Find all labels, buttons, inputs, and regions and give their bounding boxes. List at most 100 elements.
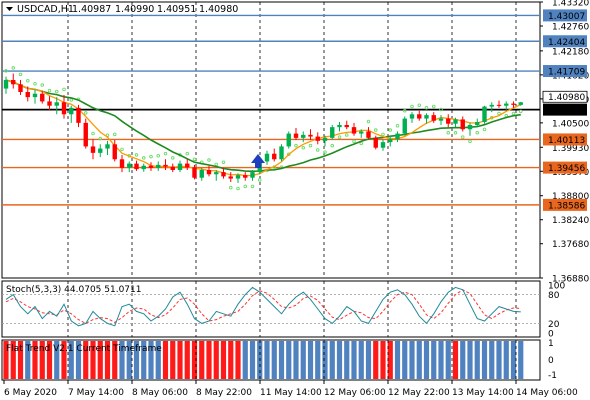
stochastic-tick-label: 80 (548, 291, 560, 301)
trend-bar (90, 341, 96, 379)
candle-body (337, 125, 342, 128)
sar-dot (149, 154, 153, 159)
trend-bar (54, 341, 60, 379)
candle-body (98, 148, 103, 153)
sar-dot (236, 186, 240, 191)
sar-dot (294, 143, 298, 148)
trend-bar (481, 341, 488, 379)
trend-bar (177, 341, 183, 379)
trend-bar (10, 341, 16, 379)
candle-body (47, 101, 52, 106)
sar-dot (395, 124, 400, 128)
sar-dot (482, 127, 487, 132)
sar-dot (11, 66, 15, 70)
trend-bar (431, 341, 437, 379)
stochastic-grid (2, 281, 540, 337)
price-tick-label: 1.36880 (552, 275, 589, 285)
time-tick-label: 6 May 2020 (4, 388, 57, 398)
parabolic-sar (4, 66, 523, 191)
trend-bar (148, 341, 154, 379)
sar-dot (83, 111, 88, 115)
stochastic-signal-line (5, 289, 521, 324)
level-price-tag (543, 35, 587, 48)
candle-body (373, 137, 378, 148)
sar-dot (432, 104, 436, 109)
candlesticks (3, 73, 523, 183)
trend-bar (278, 341, 285, 379)
sar-dot (163, 151, 168, 156)
candle-body (511, 103, 516, 105)
sar-dot (192, 157, 197, 161)
candle-body (119, 159, 125, 168)
sar-dot (323, 150, 327, 154)
candle-body (192, 167, 197, 178)
candle-body (322, 137, 328, 141)
trend-bar (133, 341, 140, 379)
sar-dot (243, 184, 247, 189)
sar-dot (446, 131, 451, 135)
sar-dot (497, 111, 501, 116)
candle-body (127, 163, 132, 168)
candle-body (482, 106, 487, 122)
candle-body (380, 142, 386, 148)
trend-tick-label: 1 (548, 339, 554, 349)
candle-body (3, 80, 9, 89)
candle-body (40, 93, 45, 102)
sar-dot (112, 132, 117, 137)
trend-bar (351, 341, 357, 379)
trend-bar (409, 341, 415, 379)
sar-dot (170, 156, 175, 160)
trend-bar (155, 341, 161, 379)
trend-bar (489, 341, 495, 379)
time-tick-label: 8 May 06:00 (132, 388, 188, 398)
trend-bar (300, 341, 306, 379)
trend-label: Flat Trend V2.1 Current Timeframe (6, 344, 162, 354)
trend-bar (307, 341, 314, 379)
trend-bar (184, 341, 190, 379)
horizontal-lines (2, 14, 540, 206)
trend-bar (373, 341, 379, 379)
trend-bar (264, 341, 270, 379)
sar-dot (207, 158, 211, 162)
trend-bar (423, 341, 430, 379)
trend-bar (25, 341, 31, 379)
trend-bar (97, 341, 103, 379)
candle-body (105, 144, 110, 149)
trend-bar (191, 341, 198, 379)
trend-bar (510, 341, 517, 379)
candle-body (417, 114, 422, 119)
time-tick-label: 13 May 14:00 (452, 388, 514, 398)
candle-body (148, 165, 154, 168)
price-tick-label: 1.37680 (552, 240, 589, 250)
stochastic-tick-label: 100 (548, 282, 565, 292)
sar-dot (214, 162, 218, 167)
trend-bar (380, 341, 386, 379)
candle-body (388, 139, 393, 143)
dropdown-triangle-icon[interactable] (6, 7, 13, 11)
trend-bar (249, 341, 256, 379)
trend-bar (286, 341, 292, 379)
candle-body (206, 170, 212, 175)
candle-body (453, 119, 458, 124)
candle-body (431, 115, 436, 121)
trend-bar (170, 341, 176, 379)
price-tick-label: 1.39930 (552, 144, 589, 154)
slow-moving-average-line (5, 79, 521, 173)
price-axis: 1.433201.427601.421801.416201.410601.405… (540, 0, 589, 285)
candle-body (61, 102, 67, 115)
sar-dot (258, 178, 262, 182)
trend-bar (61, 341, 67, 379)
sar-dot (134, 153, 139, 157)
trend-tick-label: -1 (548, 371, 557, 381)
price-tick-label: 1.38240 (552, 216, 589, 226)
sar-dot (468, 139, 472, 144)
candle-body (18, 84, 23, 92)
candle-body (460, 119, 465, 130)
trend-bar (365, 341, 372, 379)
trend-bar (474, 341, 480, 379)
candle-body (489, 104, 494, 107)
time-tick-label: 12 May 22:00 (388, 388, 450, 398)
trend-bar (336, 341, 343, 379)
stochastic-main-line (5, 286, 521, 327)
trend-bar (112, 341, 118, 379)
